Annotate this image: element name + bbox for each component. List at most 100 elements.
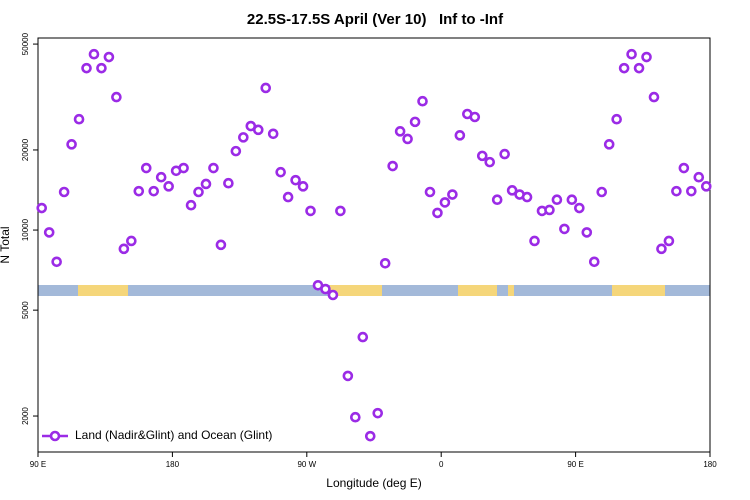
data-point	[103, 51, 115, 63]
data-point	[73, 113, 85, 125]
y-tick-label: 50000	[21, 32, 30, 55]
data-point	[544, 204, 555, 216]
data-point	[133, 185, 145, 197]
data-point	[671, 185, 682, 197]
land-strip	[330, 285, 382, 296]
data-point	[208, 162, 219, 174]
data-point	[51, 256, 62, 268]
data-point	[663, 235, 675, 247]
data-point	[178, 162, 189, 174]
data-point	[394, 126, 406, 137]
y-tick-label: 10000	[21, 218, 30, 241]
data-point	[417, 95, 428, 107]
data-point	[111, 91, 122, 103]
data-point	[611, 113, 622, 125]
data-point	[581, 227, 593, 238]
data-point	[432, 207, 443, 219]
y-tick-label: 5000	[21, 301, 30, 319]
data-point	[566, 194, 578, 206]
data-point	[327, 289, 339, 301]
data-point	[200, 178, 212, 190]
data-point	[686, 185, 697, 197]
data-point	[693, 171, 705, 183]
data-point	[656, 243, 667, 255]
data-point	[521, 191, 533, 203]
y-tick-label: 20000	[21, 138, 30, 161]
data-point	[223, 177, 234, 189]
data-point	[491, 194, 503, 206]
data-point	[484, 156, 496, 168]
data-point	[626, 48, 637, 60]
data-point	[551, 194, 563, 206]
data-point	[36, 202, 48, 214]
data-point	[260, 82, 272, 94]
data-point	[342, 370, 354, 382]
data-point	[58, 186, 70, 198]
data-point	[648, 91, 660, 103]
data-point	[81, 62, 92, 74]
data-point	[469, 111, 481, 123]
data-point	[155, 171, 167, 183]
data-point	[357, 331, 369, 343]
data-point	[215, 239, 227, 251]
x-tick-label: 180	[703, 460, 717, 469]
data-point	[700, 181, 712, 192]
data-point	[588, 256, 600, 268]
data-point	[618, 62, 630, 74]
data-point	[297, 181, 309, 192]
data-point	[678, 162, 690, 174]
land-strip	[458, 285, 497, 296]
data-point	[603, 139, 615, 150]
legend-marker	[49, 430, 61, 442]
data-point	[282, 191, 294, 203]
x-tick-label: 180	[166, 460, 180, 469]
x-tick-label: 90 E	[567, 460, 583, 469]
land-strip	[612, 285, 665, 296]
data-point	[372, 407, 384, 419]
chart-title: 22.5S-17.5S April (Ver 10) Inf to -Inf	[247, 11, 504, 28]
data-point	[118, 243, 130, 255]
data-point	[193, 186, 204, 198]
data-point	[559, 223, 570, 235]
data-point	[596, 186, 608, 198]
legend-label: Land (Nadir&Glint) and Ocean (Glint)	[75, 428, 272, 442]
data-point	[96, 62, 107, 74]
data-point	[275, 166, 286, 178]
data-point	[88, 48, 100, 60]
data-point	[499, 148, 510, 160]
data-point	[305, 205, 316, 217]
data-point	[402, 133, 413, 145]
data-point	[409, 116, 421, 128]
data-point	[335, 205, 346, 217]
data-point	[424, 186, 436, 198]
plot-frame	[37, 37, 711, 453]
data-point	[267, 128, 279, 140]
land-strip	[508, 285, 514, 296]
data-point	[454, 130, 466, 141]
data-point	[447, 189, 458, 200]
data-point	[529, 235, 540, 247]
land-ocean-strip	[38, 285, 710, 296]
data-point	[439, 197, 451, 208]
data-point	[126, 235, 137, 247]
data-point	[290, 174, 301, 186]
data-point	[387, 160, 398, 172]
data-point	[633, 62, 645, 74]
data-point	[350, 411, 361, 423]
data-point	[43, 227, 55, 238]
data-point	[185, 199, 197, 211]
x-tick-label: 90 W	[297, 460, 316, 469]
data-point	[252, 124, 264, 136]
data-point	[140, 162, 152, 174]
x-tick-label: 0	[439, 460, 444, 469]
data-point	[641, 51, 652, 63]
data-point	[476, 150, 488, 162]
data-point	[574, 202, 585, 214]
land-strip	[78, 285, 128, 296]
data-point	[506, 185, 518, 196]
data-point	[163, 181, 174, 192]
data-point	[320, 283, 331, 295]
data-point	[364, 430, 376, 442]
